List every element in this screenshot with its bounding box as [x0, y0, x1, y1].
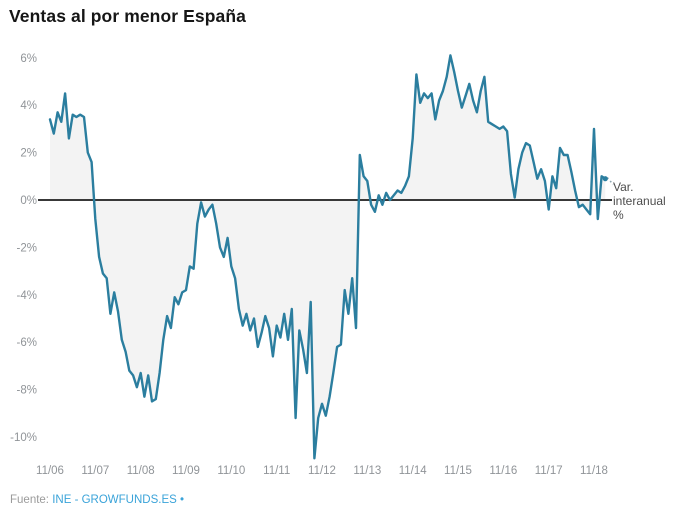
- x-axis-tick-label: 11/18: [580, 465, 608, 477]
- source-prefix: Fuente:: [10, 494, 49, 506]
- legend-line-2: interanual: [613, 194, 666, 208]
- x-axis-tick-label: 11/09: [172, 465, 200, 477]
- y-axis-tick-label: 4%: [20, 100, 37, 112]
- source-footer: Fuente: INE - GROWFUNDS.ES •: [10, 494, 184, 506]
- area-fill: [50, 55, 606, 459]
- legend-line-3: %: [613, 208, 624, 222]
- x-axis-tick-label: 11/16: [489, 465, 517, 477]
- x-axis-tick-label: 11/14: [399, 465, 428, 477]
- x-axis-tick-label: 11/17: [535, 465, 563, 477]
- y-axis-tick-label: -2%: [17, 242, 37, 254]
- chart-title: Ventas al por menor España: [9, 6, 246, 26]
- y-axis-tick-label: 0%: [20, 195, 37, 207]
- y-axis-tick-label: -4%: [17, 290, 37, 302]
- series-line: [48, 54, 607, 460]
- y-axis-tick-label: 6%: [20, 53, 37, 65]
- y-axis-tick-label: -6%: [17, 337, 37, 349]
- x-axis-tick-label: 11/11: [263, 465, 290, 477]
- x-axis-tick-label: 11/08: [127, 465, 155, 477]
- x-axis-tick-label: 11/12: [308, 465, 336, 477]
- y-axis-tick-label: 2%: [20, 148, 37, 160]
- y-axis-tick-label: -8%: [17, 385, 37, 397]
- last-point-marker: [602, 176, 608, 182]
- source-link[interactable]: INE - GROWFUNDS.ES: [52, 494, 177, 506]
- series-legend-label: Var. interanual %: [613, 180, 666, 222]
- x-axis-tick-label: 11/06: [36, 465, 64, 477]
- x-axis-tick-label: 11/07: [81, 465, 109, 477]
- legend-connector-dots: [606, 177, 614, 186]
- x-axis-tick-label: 11/13: [353, 465, 381, 477]
- source-bullet: •: [180, 494, 185, 506]
- y-axis-tick-label: -10%: [10, 432, 37, 444]
- x-axis-tick-label: 11/15: [444, 465, 472, 477]
- x-axis-tick-label: 11/10: [217, 465, 245, 477]
- legend-line-1: Var.: [613, 180, 634, 194]
